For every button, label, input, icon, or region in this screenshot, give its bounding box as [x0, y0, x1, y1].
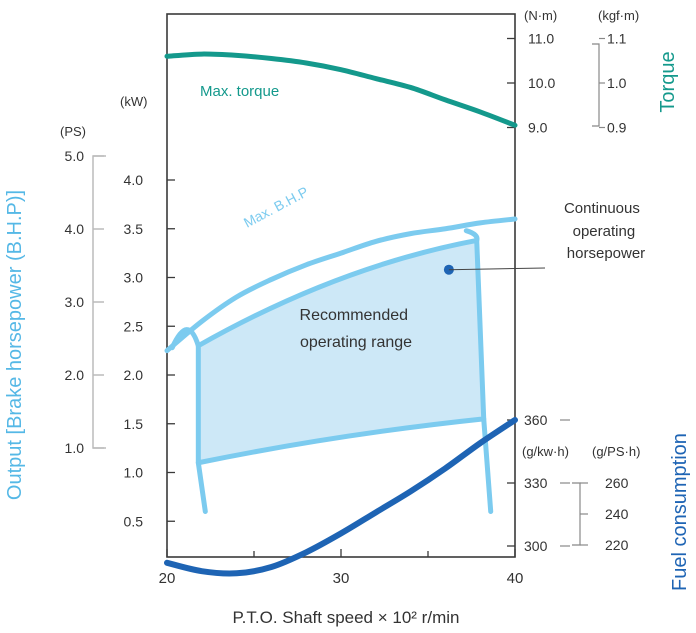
- gkwh-unit-label: (g/kw·h): [522, 444, 569, 459]
- gpsh-axis-bracket: [572, 482, 581, 546]
- max-bhp-label: Max. B.H.P: [241, 183, 311, 230]
- output-axis-title: Output [Brake horsepower (B.H.P)]: [4, 190, 26, 500]
- kw-tick-label: 1.0: [124, 465, 144, 481]
- ps-tick-label: 1.0: [65, 440, 85, 456]
- continuous-leader-line: [448, 267, 546, 271]
- kw-tick-label: 2.0: [124, 367, 144, 383]
- x-tick-label: 40: [507, 570, 524, 587]
- tick-labels: 20 30 40 0.5 1.0 1.5 2.0 2.5 3.0 3.5 4.0 1.0 2.0 3.0 4…: [65, 31, 629, 588]
- gpsh-tick-label: 240: [605, 506, 629, 522]
- nm-tick-label: 9.0: [528, 120, 548, 136]
- continuous-label: Continuous operating horsepower: [564, 200, 645, 262]
- torque-axis-title: Torque: [657, 51, 679, 112]
- kw-tick-label: 3.0: [124, 270, 144, 286]
- kgfm-tick-label: 1.0: [607, 75, 627, 91]
- ps-tick-label: 5.0: [65, 148, 85, 164]
- gkwh-tick-label: 330: [524, 475, 548, 491]
- x-axis-title: P.T.O. Shaft speed × 10² r/min: [233, 608, 460, 627]
- kw-tick-label: 4.0: [124, 172, 144, 188]
- kgfm-tick-label: 1.1: [607, 31, 627, 47]
- fuel-axis-title: Fuel consumption: [669, 433, 691, 591]
- nm-tick-label: 10.0: [528, 75, 555, 91]
- max-bhp-line: [164, 216, 518, 354]
- x-tick-label: 20: [159, 570, 176, 587]
- nm-unit-label: (N·m): [524, 8, 557, 23]
- gkwh-tick-label: 300: [524, 538, 548, 554]
- max-torque-label: Max. torque: [200, 83, 279, 100]
- ps-axis-bracket: [92, 155, 106, 449]
- kw-tick-label: 3.5: [124, 221, 144, 237]
- kgfm-unit-label: (kgf·m): [598, 8, 639, 23]
- kgfm-tick-label: 0.9: [607, 120, 627, 136]
- fuel-consumption-line: [164, 417, 518, 577]
- kw-tick-label: 1.5: [124, 416, 144, 432]
- kw-tick-label: 2.5: [124, 318, 144, 334]
- gpsh-tick-label: 220: [605, 537, 629, 553]
- tick-marks: [93, 37, 605, 557]
- ps-unit-label: (PS): [60, 124, 86, 139]
- recommended-range-region: [195, 237, 487, 466]
- gpsh-unit-label: (g/PS·h): [592, 444, 640, 459]
- range-boundary-legs: [169, 228, 494, 514]
- range-label: Recommended operating range: [300, 307, 413, 351]
- ps-tick-label: 2.0: [65, 367, 85, 383]
- max-torque-line: [164, 51, 518, 128]
- x-tick-label: 30: [333, 570, 350, 587]
- ps-tick-label: 3.0: [65, 294, 85, 310]
- kw-tick-label: 0.5: [124, 513, 144, 529]
- nm-tick-label: 11.0: [528, 31, 554, 47]
- gpsh-tick-label: 260: [605, 475, 629, 491]
- kw-unit-label: (kW): [120, 94, 147, 109]
- gkwh-tick-label: 360: [524, 412, 548, 428]
- kgfm-axis-bracket: [592, 43, 600, 127]
- ps-tick-label: 4.0: [65, 221, 85, 237]
